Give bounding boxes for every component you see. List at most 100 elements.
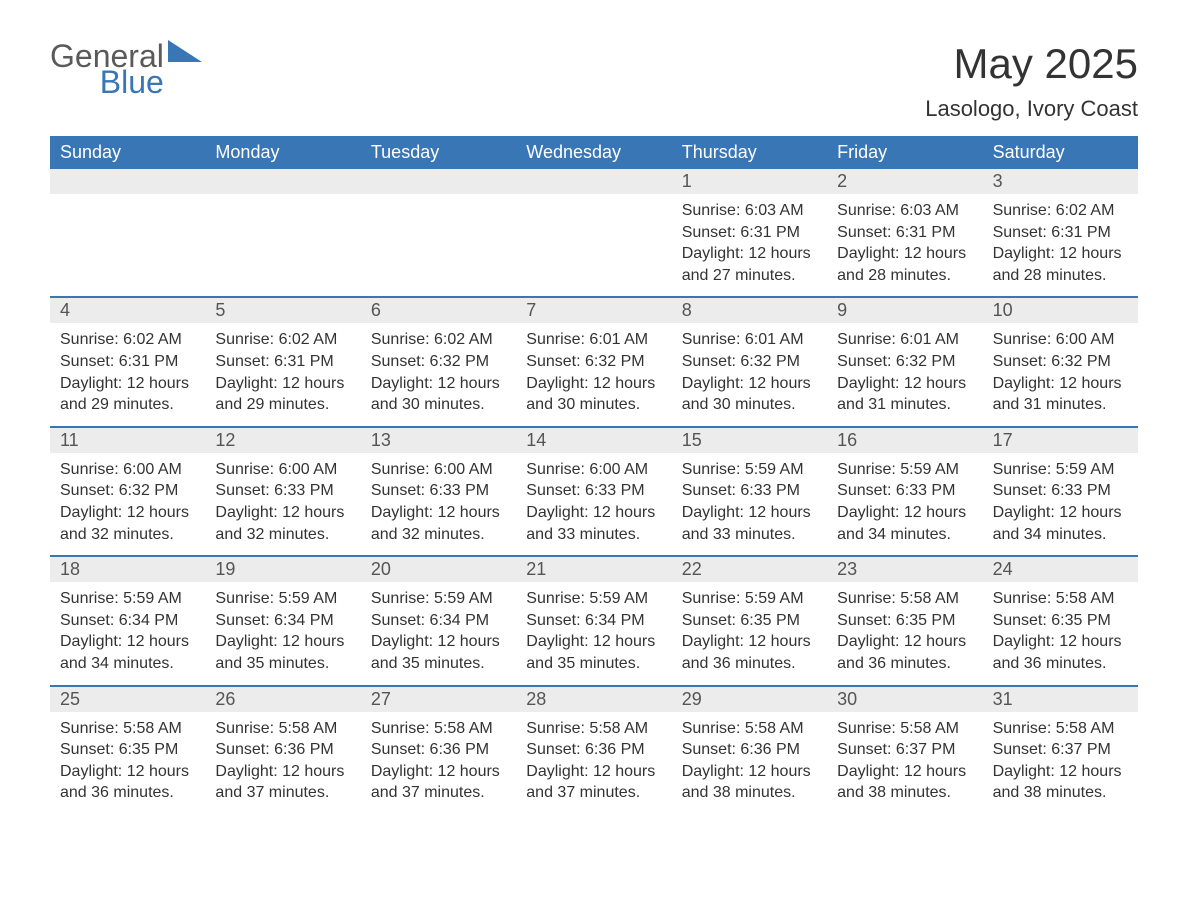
day-line-daylight1: Daylight: 12 hours xyxy=(837,631,972,653)
day-line-sunrise: Sunrise: 6:03 AM xyxy=(682,200,817,222)
week-row: 18Sunrise: 5:59 AMSunset: 6:34 PMDayligh… xyxy=(50,555,1138,684)
day-number xyxy=(516,169,671,194)
day-cell xyxy=(361,169,516,296)
day-line-sunrise: Sunrise: 6:02 AM xyxy=(371,329,506,351)
day-line-sunrise: Sunrise: 5:58 AM xyxy=(526,718,661,740)
day-content: Sunrise: 5:59 AMSunset: 6:34 PMDaylight:… xyxy=(516,582,671,684)
day-number: 23 xyxy=(827,557,982,582)
day-line-sunrise: Sunrise: 6:02 AM xyxy=(993,200,1128,222)
day-line-sunset: Sunset: 6:32 PM xyxy=(682,351,817,373)
day-cell: 31Sunrise: 5:58 AMSunset: 6:37 PMDayligh… xyxy=(983,687,1138,814)
day-number: 18 xyxy=(50,557,205,582)
day-line-daylight1: Daylight: 12 hours xyxy=(215,761,350,783)
day-line-sunset: Sunset: 6:33 PM xyxy=(682,480,817,502)
day-content: Sunrise: 6:00 AMSunset: 6:33 PMDaylight:… xyxy=(516,453,671,555)
day-line-sunrise: Sunrise: 6:00 AM xyxy=(371,459,506,481)
week-row: 4Sunrise: 6:02 AMSunset: 6:31 PMDaylight… xyxy=(50,296,1138,425)
day-number: 25 xyxy=(50,687,205,712)
day-line-daylight1: Daylight: 12 hours xyxy=(215,502,350,524)
day-line-daylight2: and 32 minutes. xyxy=(371,524,506,546)
day-number: 27 xyxy=(361,687,516,712)
week-row: 1Sunrise: 6:03 AMSunset: 6:31 PMDaylight… xyxy=(50,169,1138,296)
day-line-daylight1: Daylight: 12 hours xyxy=(526,631,661,653)
day-line-daylight1: Daylight: 12 hours xyxy=(993,373,1128,395)
day-line-daylight2: and 29 minutes. xyxy=(215,394,350,416)
day-line-sunset: Sunset: 6:35 PM xyxy=(993,610,1128,632)
day-cell: 14Sunrise: 6:00 AMSunset: 6:33 PMDayligh… xyxy=(516,428,671,555)
day-line-sunset: Sunset: 6:34 PM xyxy=(215,610,350,632)
day-line-daylight2: and 35 minutes. xyxy=(371,653,506,675)
day-line-daylight2: and 31 minutes. xyxy=(993,394,1128,416)
day-number: 30 xyxy=(827,687,982,712)
day-cell: 28Sunrise: 5:58 AMSunset: 6:36 PMDayligh… xyxy=(516,687,671,814)
day-line-daylight2: and 35 minutes. xyxy=(215,653,350,675)
day-cell: 21Sunrise: 5:59 AMSunset: 6:34 PMDayligh… xyxy=(516,557,671,684)
day-line-sunrise: Sunrise: 5:58 AM xyxy=(682,718,817,740)
day-line-daylight1: Daylight: 12 hours xyxy=(60,631,195,653)
day-line-sunset: Sunset: 6:36 PM xyxy=(371,739,506,761)
day-number: 17 xyxy=(983,428,1138,453)
day-content: Sunrise: 6:02 AMSunset: 6:31 PMDaylight:… xyxy=(205,323,360,425)
weekday-header: Friday xyxy=(827,136,982,169)
day-content: Sunrise: 6:01 AMSunset: 6:32 PMDaylight:… xyxy=(516,323,671,425)
day-content: Sunrise: 6:03 AMSunset: 6:31 PMDaylight:… xyxy=(672,194,827,296)
day-line-sunset: Sunset: 6:33 PM xyxy=(526,480,661,502)
day-number: 19 xyxy=(205,557,360,582)
weekday-header: Wednesday xyxy=(516,136,671,169)
day-content: Sunrise: 5:59 AMSunset: 6:34 PMDaylight:… xyxy=(205,582,360,684)
week-row: 25Sunrise: 5:58 AMSunset: 6:35 PMDayligh… xyxy=(50,685,1138,814)
day-line-daylight1: Daylight: 12 hours xyxy=(837,373,972,395)
day-line-sunset: Sunset: 6:37 PM xyxy=(993,739,1128,761)
day-line-sunrise: Sunrise: 5:59 AM xyxy=(215,588,350,610)
calendar: Sunday Monday Tuesday Wednesday Thursday… xyxy=(50,136,1138,814)
day-content: Sunrise: 5:59 AMSunset: 6:33 PMDaylight:… xyxy=(983,453,1138,555)
weekday-header: Tuesday xyxy=(361,136,516,169)
day-line-daylight1: Daylight: 12 hours xyxy=(993,761,1128,783)
logo-mark-icon xyxy=(168,40,202,70)
month-title: May 2025 xyxy=(925,40,1138,88)
day-cell: 18Sunrise: 5:59 AMSunset: 6:34 PMDayligh… xyxy=(50,557,205,684)
day-line-sunrise: Sunrise: 6:00 AM xyxy=(60,459,195,481)
day-line-daylight2: and 34 minutes. xyxy=(60,653,195,675)
day-number: 2 xyxy=(827,169,982,194)
day-line-daylight2: and 28 minutes. xyxy=(837,265,972,287)
day-cell: 27Sunrise: 5:58 AMSunset: 6:36 PMDayligh… xyxy=(361,687,516,814)
day-line-daylight1: Daylight: 12 hours xyxy=(993,631,1128,653)
day-line-sunrise: Sunrise: 5:58 AM xyxy=(215,718,350,740)
day-line-daylight2: and 38 minutes. xyxy=(993,782,1128,804)
day-line-daylight1: Daylight: 12 hours xyxy=(371,373,506,395)
day-content: Sunrise: 6:00 AMSunset: 6:32 PMDaylight:… xyxy=(983,323,1138,425)
day-line-sunset: Sunset: 6:32 PM xyxy=(526,351,661,373)
day-line-sunset: Sunset: 6:32 PM xyxy=(993,351,1128,373)
day-line-sunrise: Sunrise: 6:00 AM xyxy=(993,329,1128,351)
day-line-daylight1: Daylight: 12 hours xyxy=(837,243,972,265)
day-line-daylight2: and 30 minutes. xyxy=(682,394,817,416)
day-content: Sunrise: 5:58 AMSunset: 6:35 PMDaylight:… xyxy=(827,582,982,684)
day-line-sunset: Sunset: 6:33 PM xyxy=(993,480,1128,502)
day-content: Sunrise: 5:59 AMSunset: 6:33 PMDaylight:… xyxy=(672,453,827,555)
day-line-sunset: Sunset: 6:31 PM xyxy=(682,222,817,244)
day-content: Sunrise: 6:02 AMSunset: 6:31 PMDaylight:… xyxy=(983,194,1138,296)
day-line-daylight1: Daylight: 12 hours xyxy=(371,761,506,783)
day-content: Sunrise: 6:00 AMSunset: 6:32 PMDaylight:… xyxy=(50,453,205,555)
day-content: Sunrise: 5:58 AMSunset: 6:36 PMDaylight:… xyxy=(205,712,360,814)
day-number: 21 xyxy=(516,557,671,582)
day-line-sunset: Sunset: 6:33 PM xyxy=(371,480,506,502)
day-line-sunset: Sunset: 6:34 PM xyxy=(526,610,661,632)
weekday-header-row: Sunday Monday Tuesday Wednesday Thursday… xyxy=(50,136,1138,169)
day-cell: 15Sunrise: 5:59 AMSunset: 6:33 PMDayligh… xyxy=(672,428,827,555)
day-cell: 10Sunrise: 6:00 AMSunset: 6:32 PMDayligh… xyxy=(983,298,1138,425)
day-line-sunset: Sunset: 6:31 PM xyxy=(993,222,1128,244)
day-content: Sunrise: 6:00 AMSunset: 6:33 PMDaylight:… xyxy=(361,453,516,555)
day-line-daylight2: and 35 minutes. xyxy=(526,653,661,675)
day-line-sunset: Sunset: 6:35 PM xyxy=(837,610,972,632)
day-number: 5 xyxy=(205,298,360,323)
day-line-sunset: Sunset: 6:36 PM xyxy=(682,739,817,761)
day-cell: 25Sunrise: 5:58 AMSunset: 6:35 PMDayligh… xyxy=(50,687,205,814)
weekday-header: Sunday xyxy=(50,136,205,169)
weekday-header: Saturday xyxy=(983,136,1138,169)
day-line-sunset: Sunset: 6:34 PM xyxy=(371,610,506,632)
day-line-sunrise: Sunrise: 5:59 AM xyxy=(682,588,817,610)
day-line-sunset: Sunset: 6:33 PM xyxy=(215,480,350,502)
logo: General Blue xyxy=(50,40,202,98)
